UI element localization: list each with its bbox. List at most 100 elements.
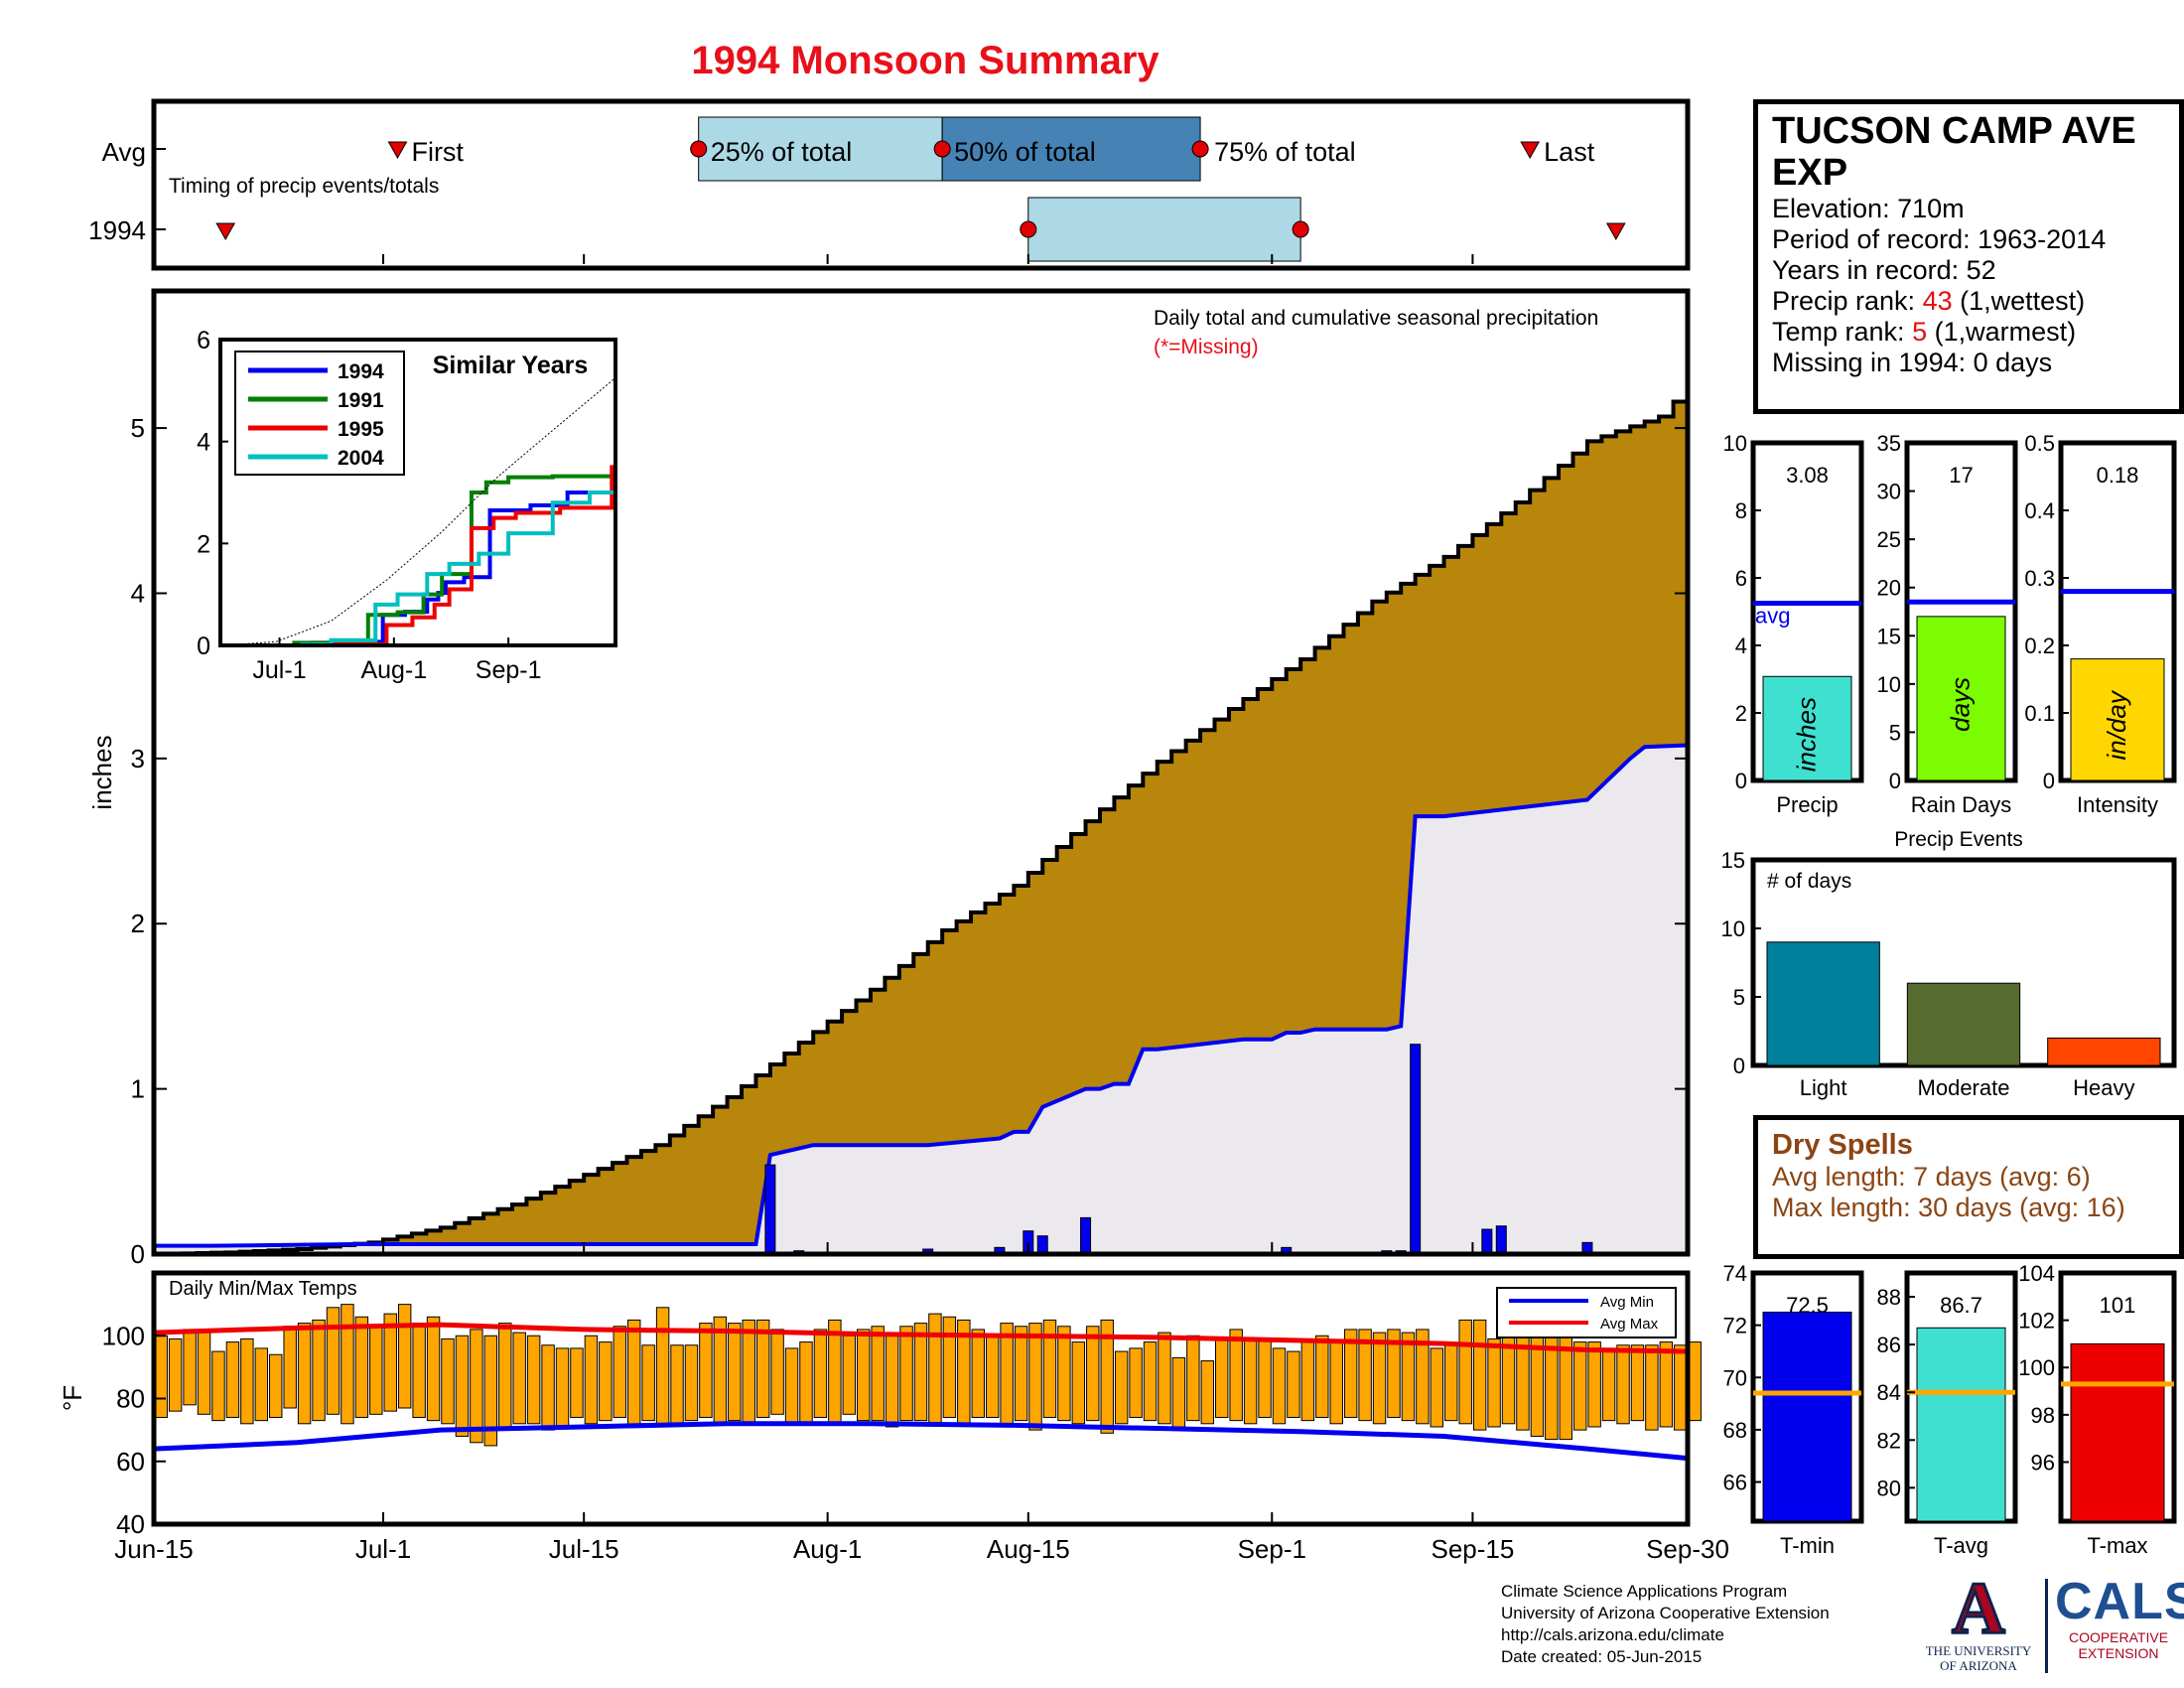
temp-bar-30	[584, 1335, 599, 1425]
temp-bar-86	[1387, 1329, 1401, 1418]
temp-bar-12	[326, 1307, 341, 1415]
year-cumulative-area	[154, 745, 1688, 1254]
temp-ytick-label-80: 80	[116, 1384, 145, 1414]
timing-dot-4	[1292, 220, 1309, 238]
precip-xlabel: Precip	[1776, 792, 1838, 817]
temp-bar-102	[1616, 1344, 1630, 1425]
credits-line3[interactable]: http://cals.arizona.edu/climate	[1501, 1625, 1724, 1644]
ua-logo-line2: OF ARIZONA	[1940, 1658, 2017, 1673]
timing-1994-last-marker	[1605, 222, 1626, 241]
university-of-arizona-logo: A THE UNIVERSITY OF ARIZONA	[1918, 1568, 2039, 1674]
x-tick-label-6: Sep-15	[1431, 1534, 1514, 1564]
temp-bar-82	[1329, 1341, 1343, 1425]
temp-bar-78	[1272, 1347, 1287, 1425]
intensity-xlabel: Intensity	[2077, 792, 2158, 817]
temp-bar-53	[913, 1323, 928, 1422]
temp-bar-18	[412, 1323, 426, 1418]
avg-max-line	[153, 1322, 1689, 1354]
precip-events-title: Precip Events	[1894, 828, 2023, 851]
t_avg-ytick-label-2: 84	[1877, 1380, 1901, 1405]
main-annotation: Daily total and cumulative seasonal prec…	[1154, 307, 1598, 330]
precip-events-ytick-label-0: 0	[1733, 1054, 1745, 1078]
t_avg-ytick-label-0: 80	[1877, 1476, 1901, 1500]
temp-bar-100	[1587, 1341, 1601, 1428]
main-ytick-label-2: 2	[131, 909, 145, 938]
temp-bar-65	[1086, 1326, 1100, 1422]
t_min-ytick-label-4: 74	[1723, 1261, 1747, 1286]
temp-bar-2	[183, 1329, 197, 1406]
precip-value-label: 3.08	[1786, 463, 1829, 488]
cals-logo: CALS COOPERATIVE EXTENSION	[2055, 1574, 2184, 1661]
timing-dot-1	[933, 140, 951, 158]
rain_days-ytick-label-7: 35	[1877, 431, 1901, 456]
temp-bar-87	[1401, 1332, 1416, 1422]
timing-label-75: 75% of total	[1214, 137, 1356, 167]
x-tick-label-0: Jun-15	[114, 1534, 194, 1564]
temp-bar-50	[871, 1326, 885, 1422]
t_min-ytick-label-0: 66	[1723, 1471, 1747, 1495]
inset-ytick-label-4: 4	[197, 429, 210, 457]
temp-bar-15	[369, 1326, 383, 1415]
temp-bar-3	[197, 1329, 211, 1415]
inset-ytick-label-0: 0	[197, 633, 210, 660]
temp-bar-61	[1028, 1323, 1042, 1431]
logo-divider	[2045, 1579, 2048, 1673]
temp-bar-42	[755, 1319, 770, 1418]
temp-bar-45	[799, 1341, 813, 1425]
t_avg-bar	[1916, 1327, 2006, 1522]
main-ytick-label-0: 0	[131, 1239, 145, 1269]
temp-bar-89	[1430, 1347, 1444, 1428]
temp-bar-23	[483, 1335, 498, 1447]
t_max-ytick-label-0: 96	[2031, 1450, 2055, 1475]
temp-bar-81	[1315, 1335, 1329, 1418]
intensity-ytick-label-4: 0.4	[2024, 498, 2055, 523]
timing-caption: Timing of precip events/totals	[169, 175, 439, 198]
temp-bar-7	[254, 1347, 269, 1422]
ua-block-a-icon: A	[1951, 1568, 2006, 1649]
credits-line2: University of Arizona Cooperative Extens…	[1501, 1604, 1830, 1622]
dry-spells-max: Max length: 30 days (avg: 16)	[1772, 1193, 2125, 1222]
inset-legend-label-1991: 1991	[338, 389, 384, 412]
t_max-ytick-label-1: 98	[2031, 1403, 2055, 1428]
timing-1994-first-marker	[215, 222, 236, 241]
credits-line4: Date created: 05-Jun-2015	[1501, 1647, 1703, 1666]
temp-bar-98	[1559, 1329, 1572, 1441]
temp-bar-54	[928, 1313, 942, 1425]
temp-bar-69	[1143, 1341, 1158, 1422]
precip-ytick-label-4: 8	[1735, 498, 1747, 523]
temp-bar-67	[1114, 1350, 1129, 1425]
x-tick-label-3: Aug-1	[793, 1534, 862, 1564]
temp-bar-36	[670, 1344, 684, 1425]
x-tick-label-7: Sep-30	[1646, 1534, 1729, 1564]
rain_days-unit-label: days	[1946, 677, 1976, 732]
temp-bar-52	[899, 1326, 913, 1422]
temp-bar-16	[383, 1313, 397, 1412]
t_max-bar	[2070, 1342, 2165, 1522]
temp-bar-14	[354, 1316, 369, 1418]
temp-bar-28	[555, 1347, 570, 1428]
station-temp-rank: Temp rank: 5 (1,warmest)	[1772, 317, 2165, 348]
precip-events-label-moderate: Moderate	[1918, 1075, 2010, 1100]
daily-precip-bar-7	[1080, 1216, 1092, 1255]
avg-min-line	[153, 1421, 1689, 1462]
temp-bar-75	[1229, 1329, 1243, 1422]
dry-spells-title: Dry Spells	[1772, 1129, 1913, 1161]
temp-bar-83	[1343, 1329, 1358, 1418]
precip-ytick-label-3: 6	[1735, 566, 1747, 591]
timing-dot-0	[690, 140, 708, 158]
temp-bar-4	[211, 1350, 225, 1422]
temp-bar-31	[599, 1341, 613, 1422]
temp-bar-27	[541, 1344, 555, 1431]
temp-bar-19	[426, 1316, 441, 1422]
inset-ytick-label-2: 2	[197, 530, 210, 558]
inset-xtick-label-1: Aug-1	[360, 656, 427, 684]
inset-xtick-label-0: Jul-1	[252, 656, 306, 684]
intensity-ytick-label-1: 0.1	[2024, 701, 2055, 726]
temp-bar-107	[1688, 1341, 1702, 1422]
credits-line1: Climate Science Applications Program	[1501, 1582, 1788, 1601]
temps-ylabel: °F	[58, 1385, 87, 1411]
temp-bar-57	[971, 1329, 985, 1418]
timing-label-25: 25% of total	[711, 137, 853, 167]
t_min-ytick-label-2: 70	[1723, 1365, 1747, 1390]
precip-events-ylabel: # of days	[1767, 870, 1851, 893]
